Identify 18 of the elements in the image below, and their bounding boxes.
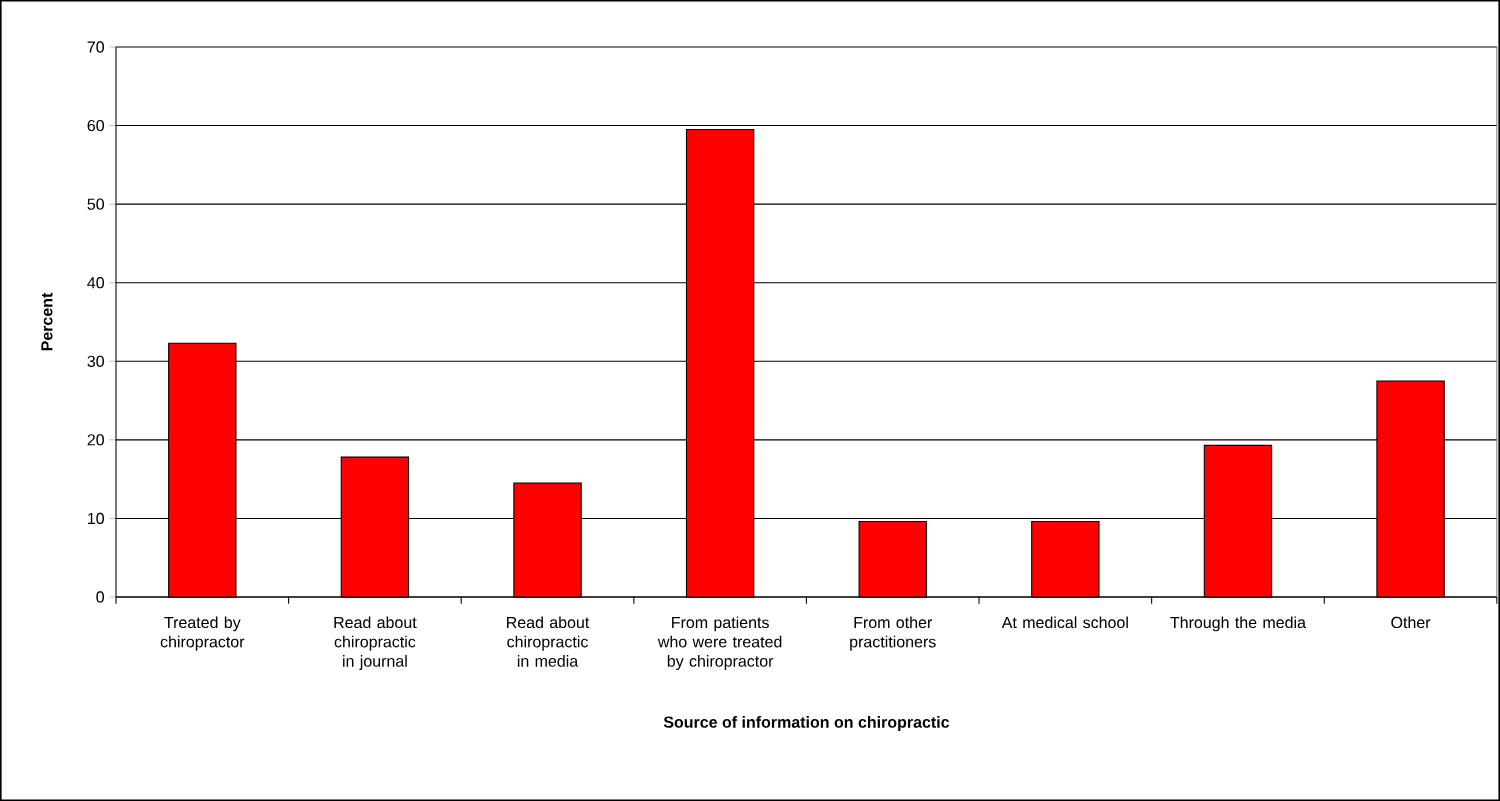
y-tick-label: 60 — [87, 119, 105, 132]
x-tick-label: From patients who were treated by chiropractor — [657, 616, 782, 670]
x-tick-label: Read about chiropractic in media — [507, 616, 590, 667]
y-tick-label: 50 — [87, 198, 105, 210]
y-tick-label: 40 — [87, 277, 105, 289]
y-tick-label: 30 — [87, 355, 105, 367]
y-tick-label: 20 — [87, 434, 105, 446]
x-tick-label: Through the media — [1170, 616, 1306, 632]
x-tick-label: At medical school — [1001, 616, 1128, 629]
x-tick-label: Other — [1391, 616, 1431, 629]
y-tick-label: 0 — [96, 591, 105, 603]
x-tick-label: Treated by chiropractor — [160, 616, 245, 651]
x-axis-title: Source of information on chiropractic — [663, 716, 950, 731]
y-tick-label: 70 — [87, 41, 105, 53]
x-tick-label: From other practitioners — [850, 616, 936, 651]
y-axis-title: Percent — [41, 292, 53, 351]
y-tick-label: 10 — [88, 512, 105, 525]
x-tick-label: Read about chiropractic in journal — [334, 616, 417, 670]
